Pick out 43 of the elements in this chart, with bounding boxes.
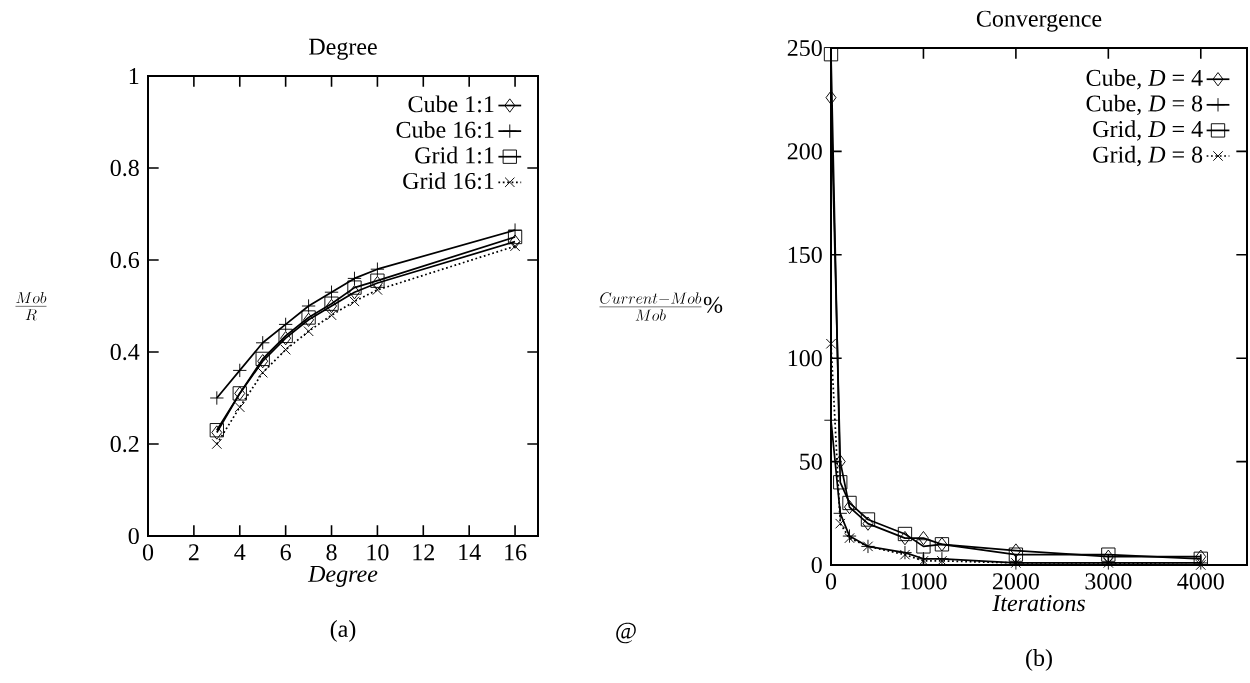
y-tick-label: 0.2 (110, 435, 139, 453)
x-axis-title: Degree (307, 566, 378, 587)
legend-label: Cube 16:1 (396, 120, 494, 138)
x-tick-label: 4 (234, 544, 246, 561)
text: @ (616, 622, 636, 644)
text: (a) (330, 620, 356, 642)
legend-label: Grid, D = 8 (1093, 145, 1203, 167)
chart-title: Convergence (976, 10, 1102, 32)
x-tick-label: 16 (505, 544, 527, 561)
x-axis-title: Iterations (992, 595, 1085, 612)
chart-title: Degree (309, 38, 377, 60)
y-tick-label: 1 (129, 68, 139, 84)
y-tick-label: 0.4 (110, 343, 140, 361)
x-tick-label: 2 (188, 544, 199, 561)
legend-label: Grid, D = 4 (1093, 120, 1203, 141)
x-tick-label: 0 (142, 544, 154, 561)
x-tick-label: 10 (367, 544, 389, 561)
legend-label: Grid 1:1 (415, 146, 494, 164)
x-tick-label: 0 (825, 573, 837, 590)
legend-label: Cube, D = 4 (1086, 69, 1203, 90)
y-tick-label: 0.8 (110, 159, 139, 177)
y-tick-label: 250 (787, 39, 822, 57)
x-tick-label: 8 (326, 544, 337, 561)
y-tick-label: 0 (811, 556, 822, 574)
y-tick-label: 150 (788, 246, 822, 263)
y-tick-label: 100 (788, 350, 822, 367)
y-axis-title: $\frac{Mob}{R}$ (15, 291, 47, 321)
y-axis-title: $\frac{Current-Mob}{Mob}\%$ (599, 292, 723, 321)
x-tick-label: 14 (459, 544, 481, 561)
y-tick-label: 0 (128, 527, 139, 545)
y-tick-label: 0.6 (110, 251, 140, 269)
legend-label: Cube 1:1 (408, 95, 494, 113)
x-tick-label: 4000 (1177, 573, 1224, 590)
legend-label: Cube, D = 8 (1086, 94, 1203, 116)
x-tick-label: 3000 (1085, 573, 1132, 590)
x-tick-label: 1000 (901, 573, 947, 590)
x-tick-label: 2000 (992, 573, 1039, 590)
legend-label: Grid 16:1 (403, 172, 494, 190)
x-tick-label: 12 (413, 544, 434, 561)
text: (b) (1026, 649, 1052, 671)
y-tick-label: 50 (800, 453, 822, 470)
y-tick-label: 200 (787, 143, 822, 160)
x-tick-label: 6 (280, 544, 291, 561)
